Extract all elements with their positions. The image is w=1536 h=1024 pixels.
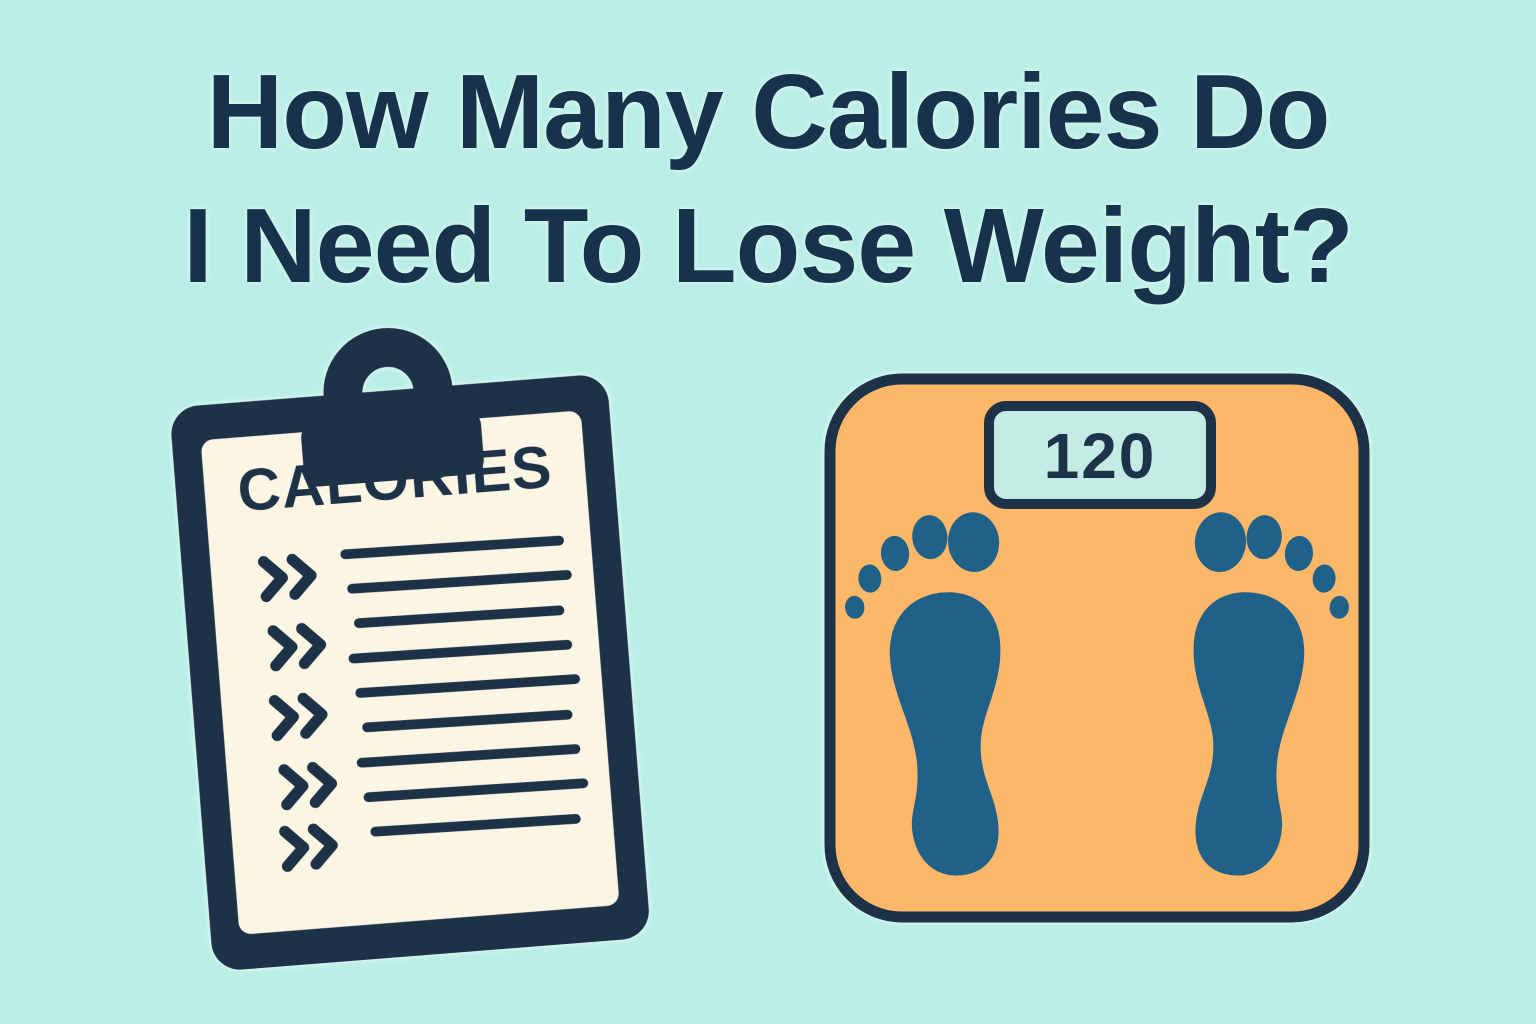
- chevron-stroke: [278, 764, 309, 811]
- double-chevron-icon: [278, 761, 338, 811]
- chevron-stroke: [279, 825, 310, 872]
- chevron-stroke: [268, 695, 299, 742]
- chevron-stroke: [257, 556, 288, 603]
- double-chevron-icon: [279, 823, 338, 872]
- list-line: [348, 639, 573, 664]
- clipboard-icon: CALORIES: [171, 328, 649, 970]
- double-chevron-icon: [267, 623, 327, 672]
- page-title-line-1: How Many Calories Do: [206, 53, 1331, 171]
- list-line: [370, 814, 581, 837]
- chevron-stroke: [307, 823, 338, 870]
- scale-display-value: 120: [1044, 420, 1157, 492]
- right-footprint-icon: [1193, 512, 1349, 876]
- chevron-stroke: [267, 625, 298, 672]
- list-line: [347, 570, 572, 594]
- list-lines: [340, 535, 589, 837]
- chevron-stroke: [307, 761, 338, 809]
- clipboard-chevron-rows: [257, 553, 338, 872]
- weight-scale-icon: 120: [824, 373, 1370, 923]
- page-title: How Many Calories Do I Need To Lose Weig…: [0, 46, 1536, 313]
- list-line: [356, 744, 581, 768]
- list-line: [354, 605, 565, 629]
- list-line: [340, 535, 564, 560]
- list-line: [355, 674, 580, 698]
- clipboard-clip-body: [301, 411, 484, 487]
- page-title-line-2: I Need To Lose Weight?: [183, 186, 1354, 305]
- double-chevron-icon: [257, 553, 317, 603]
- chevron-stroke: [297, 692, 328, 739]
- chevron-stroke: [286, 553, 317, 600]
- left-footprint-icon: [845, 512, 1001, 876]
- list-line: [362, 709, 573, 733]
- double-chevron-icon: [268, 692, 328, 742]
- list-line: [363, 778, 589, 803]
- scale-display: [984, 401, 1216, 509]
- chevron-stroke: [296, 623, 327, 670]
- clipboard-clip-icon: [323, 328, 456, 449]
